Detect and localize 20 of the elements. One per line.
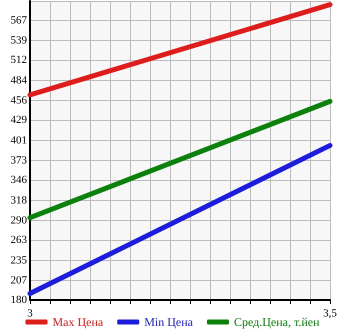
x-tick-label: 3,5 bbox=[323, 308, 338, 320]
x-tick-label: 3 bbox=[27, 308, 34, 320]
y-tick-label: 456 bbox=[10, 94, 28, 107]
y-tick-label: 429 bbox=[10, 114, 28, 126]
y-tick-label: 401 bbox=[10, 134, 27, 146]
y-tick-label: 235 bbox=[10, 254, 28, 266]
y-tick-label: 263 bbox=[10, 234, 28, 246]
y-tick-label: 207 bbox=[10, 274, 28, 286]
y-tick-label: 567 bbox=[10, 14, 28, 26]
y-tick-label: 512 bbox=[10, 54, 27, 66]
y-tick-label: 290 bbox=[10, 214, 28, 227]
y-tick-label: 346 bbox=[10, 174, 28, 186]
y-tick-label: 318 bbox=[10, 194, 28, 206]
y-tick-label: 484 bbox=[10, 74, 28, 86]
legend-label: Min Цена bbox=[144, 315, 194, 329]
y-tick-label: 373 bbox=[10, 154, 28, 167]
y-tick-label: 539 bbox=[10, 34, 28, 47]
legend-label: Max Цена bbox=[52, 315, 104, 329]
y-tick-label: 180 bbox=[10, 294, 28, 306]
legend-label: Сред.Цена, т.йен bbox=[234, 315, 320, 329]
